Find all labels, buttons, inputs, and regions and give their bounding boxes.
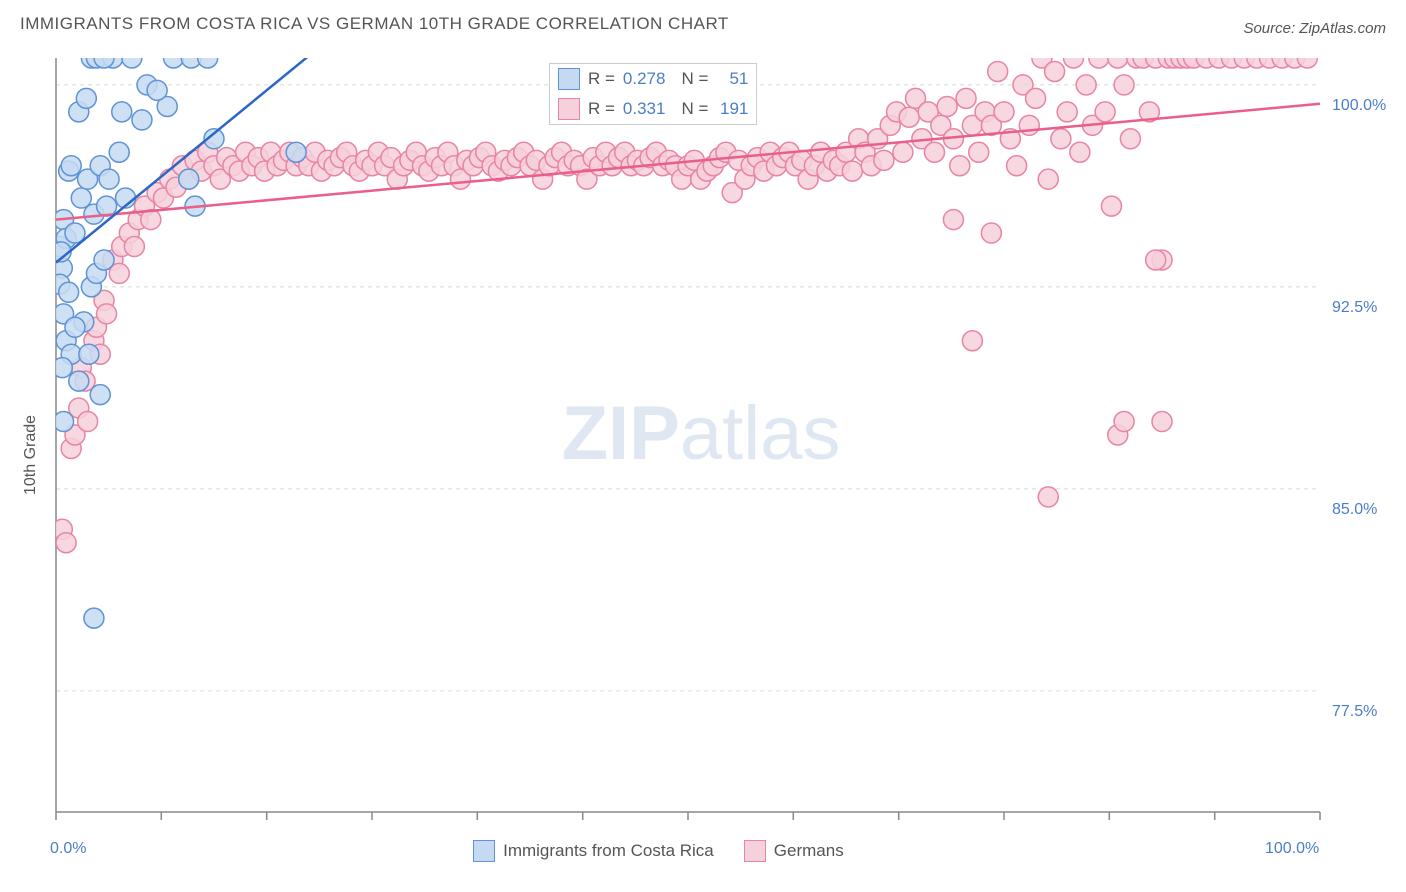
stats-r-label-b: R = [588,99,615,119]
stats-n-label-b: N = [681,99,708,119]
stats-swatch-b [558,98,580,120]
y-tick-label: 85.0% [1332,501,1377,519]
correlation-stats-box: R = 0.278 N = 51 R = 0.331 N = 191 [549,63,757,125]
y-axis-label: 10th Grade [22,415,40,495]
chart-plot-area: ZIPatlas R = 0.278 N = 51 R = 0.331 N = … [56,58,1320,812]
stats-row-series-a: R = 0.278 N = 51 [550,64,756,94]
legend-swatch-a [473,840,495,862]
stats-r-value-b: 0.331 [623,99,666,119]
y-tick-label: 92.5% [1332,299,1377,317]
y-tick-label: 77.5% [1332,703,1377,721]
stats-n-value-a: 51 [716,69,748,89]
legend-item-b: Germans [744,840,844,862]
x-tick-label: 100.0% [1265,840,1319,858]
stats-n-label-a: N = [681,69,708,89]
stats-row-series-b: R = 0.331 N = 191 [550,94,756,124]
x-tick-label: 0.0% [50,840,86,858]
chart-title: IMMIGRANTS FROM COSTA RICA VS GERMAN 10T… [20,14,729,34]
legend-bottom: Immigrants from Costa Rica Germans [473,840,844,862]
stats-swatch-a [558,68,580,90]
legend-swatch-b [744,840,766,862]
legend-label-a: Immigrants from Costa Rica [503,841,714,861]
chart-svg [56,58,1320,812]
source-attribution: Source: ZipAtlas.com [1243,20,1386,37]
stats-r-label-a: R = [588,69,615,89]
legend-item-a: Immigrants from Costa Rica [473,840,714,862]
stats-r-value-a: 0.278 [623,69,666,89]
y-tick-label: 100.0% [1332,97,1386,115]
stats-n-value-b: 191 [716,99,748,119]
legend-label-b: Germans [774,841,844,861]
